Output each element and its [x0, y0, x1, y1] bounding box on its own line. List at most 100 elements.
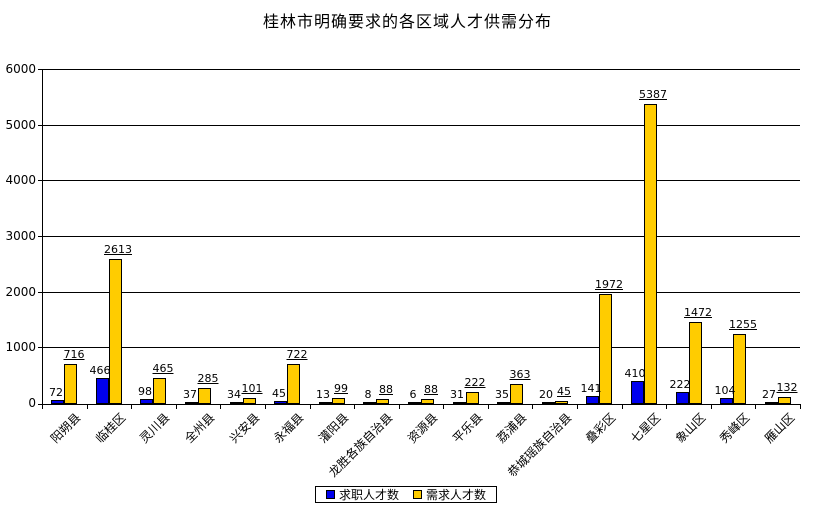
x-axis-tick: [354, 405, 355, 409]
x-category-label: 临桂区: [92, 410, 129, 446]
x-category-label: 荔浦县: [494, 410, 530, 446]
y-axis-tick: [38, 404, 42, 405]
x-axis-tick: [42, 405, 43, 409]
bar-jobseekers: [185, 402, 198, 404]
bar-label-jobseekers: 141: [580, 382, 602, 395]
x-axis-tick: [622, 405, 623, 409]
bar-jobseekers: [676, 392, 689, 404]
bar-jobseekers: [230, 402, 243, 404]
y-axis-tick: [38, 69, 42, 70]
legend-label-demand: 需求人才数: [426, 488, 487, 502]
bar-label-jobseekers: 27: [762, 388, 776, 401]
bar-label-jobseekers: 98: [138, 385, 152, 398]
bar-label-demand: 2613: [104, 243, 132, 256]
bar-label-demand: 88: [379, 383, 393, 396]
x-axis-tick: [131, 405, 132, 409]
bar-label-jobseekers: 13: [316, 388, 330, 401]
y-axis-tick: [38, 180, 42, 182]
gridline: [42, 236, 800, 237]
bar-jobseekers: [408, 402, 421, 404]
x-category-label: 象山区: [672, 410, 708, 446]
x-axis-tick: [399, 405, 400, 409]
bar-label-demand: 45: [557, 385, 571, 398]
bar-label-jobseekers: 31: [450, 388, 464, 401]
bar-jobseekers: [542, 402, 555, 404]
gridline: [42, 180, 800, 182]
bar-label-demand: 132: [776, 381, 798, 394]
bar-jobseekers: [140, 399, 153, 404]
x-category-label: 兴安县: [226, 410, 262, 446]
y-tick-label: 5000: [5, 117, 36, 132]
bar-label-jobseekers: 104: [714, 384, 736, 397]
legend-item-jobseekers: 求职人才数: [326, 486, 399, 503]
legend-item-demand: 需求人才数: [413, 486, 486, 503]
bar-label-demand: 1972: [595, 278, 623, 291]
bar-label-jobseekers: 8: [364, 388, 372, 401]
bar-demand: [644, 104, 657, 404]
bar-label-demand: 716: [63, 348, 85, 361]
x-axis-tick: [443, 405, 444, 409]
bar-label-demand: 5387: [639, 88, 667, 101]
bar-label-demand: 1472: [684, 306, 712, 319]
bar-jobseekers: [497, 402, 510, 404]
bar-demand: [198, 388, 211, 404]
bar-label-demand: 222: [464, 376, 486, 389]
x-category-label: 七星区: [627, 410, 664, 446]
bar-label-jobseekers: 37: [183, 388, 197, 401]
bar-demand: [466, 392, 479, 404]
y-tick-label: 2000: [5, 284, 36, 299]
bar-label-jobseekers: 410: [624, 367, 646, 380]
x-axis-tick: [488, 405, 489, 409]
bar-label-demand: 1255: [729, 318, 757, 331]
bar-label-jobseekers: 6: [409, 388, 417, 401]
bar-jobseekers: [319, 402, 332, 404]
bar-label-jobseekers: 34: [227, 388, 241, 401]
y-axis-tick: [38, 291, 42, 293]
gridline: [42, 124, 800, 126]
bar-label-demand: 101: [241, 382, 263, 395]
bar-demand: [689, 322, 702, 404]
x-category-label: 永福县: [271, 410, 307, 446]
bar-label-jobseekers: 45: [272, 387, 286, 400]
bar-demand: [510, 384, 523, 404]
legend-swatch-jobseekers-icon: [326, 490, 335, 499]
bar-demand: [332, 398, 345, 404]
bar-demand: [733, 334, 746, 404]
y-tick-label: 0: [28, 396, 36, 410]
legend-label-jobseekers: 求职人才数: [339, 488, 400, 502]
bar-jobseekers: [453, 402, 466, 404]
bar-label-demand: 99: [334, 382, 348, 395]
bar-demand: [778, 397, 791, 404]
x-axis-tick: [800, 405, 801, 409]
bar-label-jobseekers: 222: [669, 378, 691, 391]
legend: 求职人才数 需求人才数: [315, 486, 498, 503]
bar-jobseekers: [586, 396, 599, 404]
x-axis-tick: [666, 405, 667, 409]
bar-demand: [64, 364, 77, 404]
legend-swatch-demand-icon: [413, 490, 423, 499]
x-category-label: 阳朔县: [48, 410, 84, 446]
y-axis-tick: [38, 236, 42, 237]
bar-jobseekers: [631, 381, 644, 404]
bar-jobseekers: [96, 378, 109, 404]
x-category-label: 灵川县: [137, 410, 173, 446]
bar-demand: [109, 259, 122, 404]
bar-label-demand: 285: [197, 372, 219, 385]
bar-label-jobseekers: 466: [89, 364, 111, 377]
bar-label-demand: 465: [152, 362, 174, 375]
bar-demand: [376, 399, 389, 404]
x-axis-tick: [87, 405, 88, 409]
bar-label-jobseekers: 35: [495, 388, 509, 401]
x-category-label: 全州县: [182, 410, 218, 446]
bar-demand: [287, 364, 300, 404]
gridline: [42, 69, 800, 70]
x-category-label: 灌阳县: [315, 410, 352, 446]
bar-demand: [555, 401, 568, 404]
bar-label-demand: 363: [509, 368, 531, 381]
y-tick-label: 1000: [5, 340, 36, 355]
gridline: [42, 347, 800, 349]
x-axis-tick: [711, 405, 712, 409]
x-axis-tick: [532, 405, 533, 409]
y-axis-tick: [38, 347, 42, 349]
